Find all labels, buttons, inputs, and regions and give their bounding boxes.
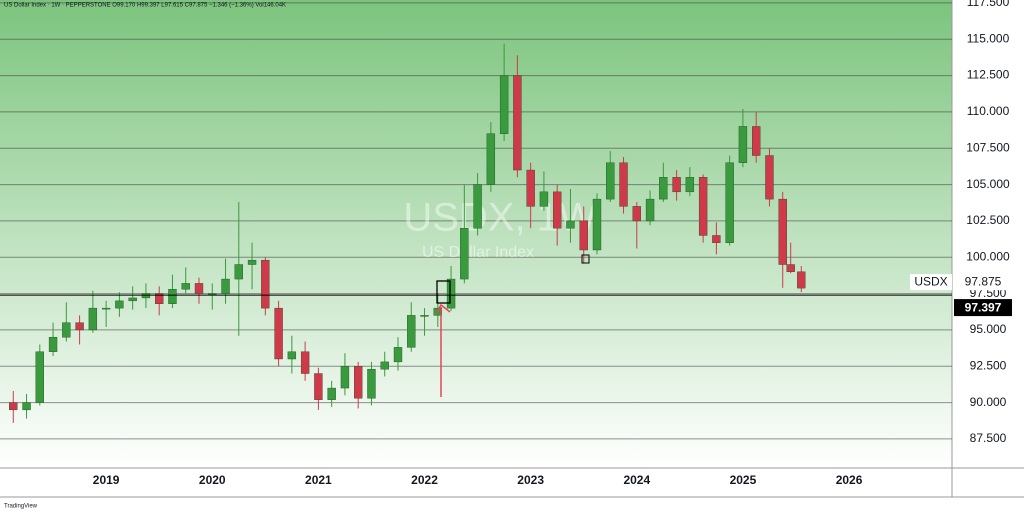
y-tick-label: 95.000 [970,322,1007,336]
candle-body [181,283,190,290]
candle-body [526,169,535,207]
candle-body [752,126,761,156]
x-tick-label: 2021 [305,473,332,487]
candle-body [725,162,734,243]
y-tick-label: 100.000 [966,249,1010,263]
candle-body [22,402,31,411]
y-tick-label: 110.000 [967,104,1010,118]
candle-body [486,133,496,185]
annotation-box [581,254,590,264]
candle-body [261,259,270,309]
candle-body [539,191,549,207]
candle-body [786,264,795,272]
candle-body [645,198,655,222]
y-tick-label: 90.000 [970,395,1007,409]
candle-body [155,293,164,304]
annotation-arrow-head [435,303,451,314]
candle-body [208,293,217,295]
price-tag-label: 97.397 [965,300,1002,314]
candle-body [141,293,151,299]
candle-body [606,162,615,200]
candle-body [513,75,522,171]
candle-body [619,162,628,207]
candle-body [287,351,297,360]
y-tick-label: 107.500 [966,140,1010,154]
candle-body [579,220,588,251]
candle-body [88,307,98,331]
candle-body [340,366,350,389]
candle-body [35,351,44,403]
y-tick-label: 105.000 [966,177,1010,191]
y-tick-label: 117.500 [967,0,1010,9]
annotation-box [436,280,451,304]
plot-background [0,0,952,468]
candle-body [354,366,363,399]
candle-body [765,155,774,200]
price-tag [954,299,1012,317]
watermark: USDX, 1W [403,196,597,240]
watermark-subtitle: US Dollar Index [422,244,534,261]
candle-body [9,402,18,411]
candle-body [48,336,58,352]
candle-body [62,322,71,338]
y-tick-label: 92.500 [970,358,1007,372]
candle-body [274,307,283,360]
candle-body [553,191,562,229]
candle-body [221,278,230,294]
last-price-name-box [910,274,952,291]
footer: TradingView [4,504,38,510]
candle-body [698,177,708,236]
candle-body [685,177,695,193]
candle-body [566,220,575,229]
candle-body [499,75,509,134]
candle-body [327,387,336,400]
candle-body [712,235,721,243]
y-tick-label: 102.500 [966,213,1010,227]
candle-body [446,278,456,309]
candle-body [247,259,257,265]
candle-body [128,297,137,302]
candle-body [300,351,310,374]
header-legend: US Dollar Index · 1W · PEPPERSTONE O99.1… [4,3,286,9]
x-tick-label: 2024 [623,473,650,487]
last-price-label: 97.875 [965,274,1002,288]
candle-body [367,368,376,399]
candle-body [75,322,84,331]
candle-body [314,373,323,400]
y-tick-label: 115.000 [967,31,1010,45]
last-price-name: USDX [914,274,947,288]
candle-body [101,307,111,310]
candle-body [738,126,748,163]
candle-body [592,198,602,251]
candle-body [460,227,469,280]
y-tick-label: 87.500 [970,431,1007,445]
x-tick-label: 2019 [93,473,120,487]
candle-body [393,347,403,363]
candle-body [380,361,389,370]
candle-body [194,283,204,294]
x-tick-label: 2022 [411,473,438,487]
x-tick-label: 2023 [517,473,544,487]
candle-body [407,315,416,348]
candle-body [115,300,124,309]
candle-body [234,264,243,280]
last-price-box [954,274,1012,291]
x-tick-label: 2026 [836,473,863,487]
x-tick-label: 2025 [730,473,757,487]
candle-body [420,315,429,317]
candle-body [778,198,787,265]
candle-body [632,206,641,222]
x-tick-label: 2020 [199,473,226,487]
candle-body [433,307,442,316]
candle-body [473,184,482,229]
candle-body [797,271,806,289]
candle-body [659,177,668,200]
y-tick-label: 112.500 [967,68,1010,82]
candle-body [168,289,177,304]
candle-body [672,177,681,193]
